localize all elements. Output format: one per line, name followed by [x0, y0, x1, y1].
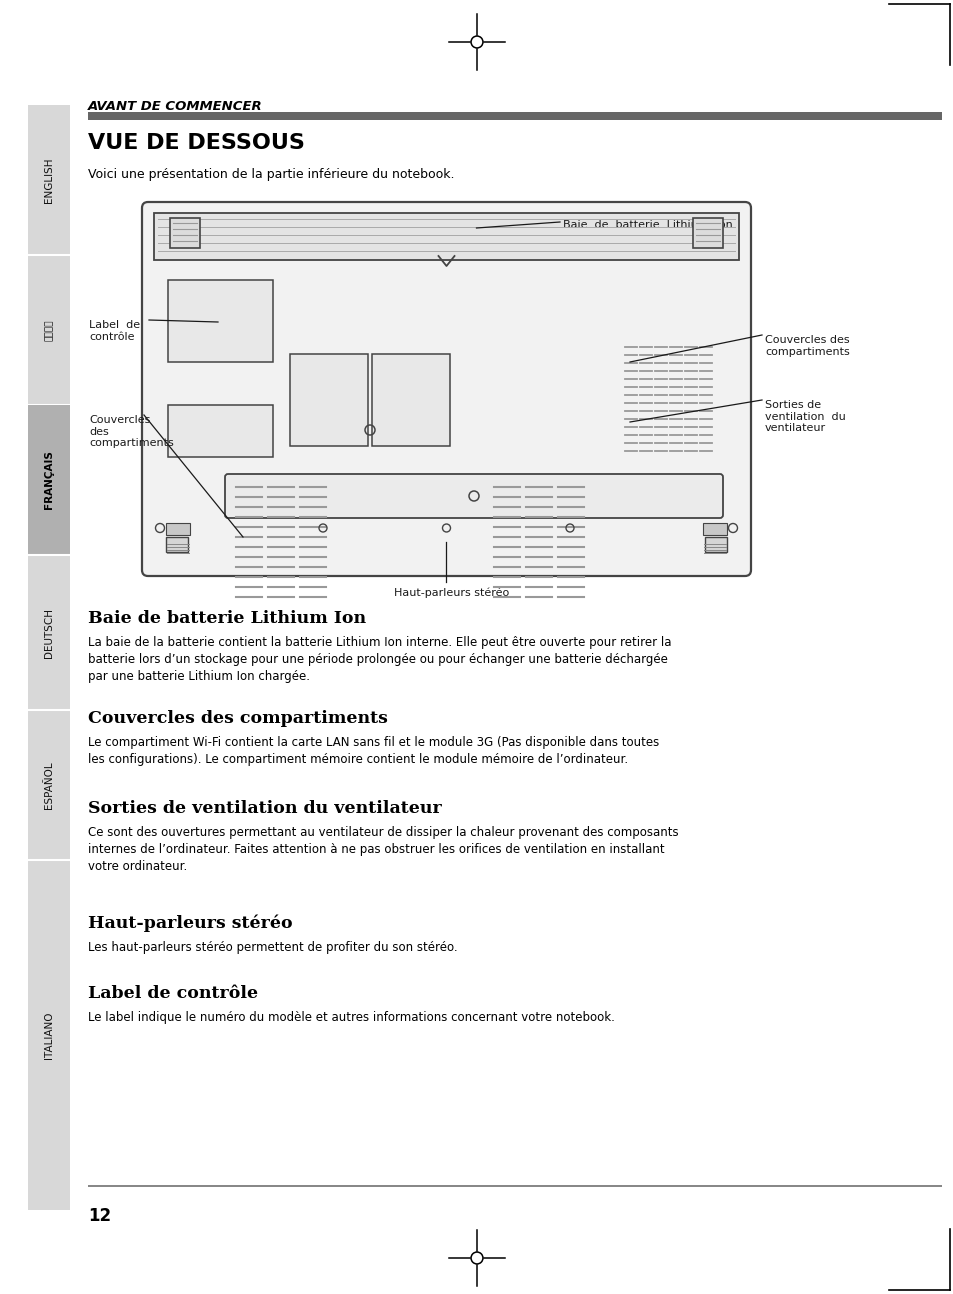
Text: AVANT DE COMMENCER: AVANT DE COMMENCER	[88, 100, 262, 113]
Text: Ce sont des ouvertures permettant au ventilateur de dissiper la chaleur provenan: Ce sont des ouvertures permettant au ven…	[88, 826, 678, 873]
Bar	[372, 355, 450, 446]
Text: Haut-parleurs stéréo: Haut-parleurs stéréo	[88, 915, 293, 933]
Bar	[166, 537, 188, 553]
Bar	[88, 1185, 941, 1187]
Bar	[290, 355, 368, 446]
Text: ENGLISH: ENGLISH	[44, 158, 54, 203]
Bar	[692, 217, 722, 248]
Bar	[153, 214, 739, 260]
Text: Label  de
contrôle: Label de contrôle	[89, 320, 140, 342]
Text: Couvercles des
compartiments: Couvercles des compartiments	[764, 335, 849, 357]
Text: La baie de la batterie contient la batterie Lithium Ion interne. Elle peut être : La baie de la batterie contient la batte…	[88, 635, 671, 683]
Bar	[28, 405, 70, 555]
Text: Label de contrôle: Label de contrôle	[88, 985, 258, 1002]
Text: 繁體中文: 繁體中文	[45, 320, 53, 340]
Text: Haut-parleurs stéréo: Haut-parleurs stéréo	[395, 587, 509, 599]
Bar	[168, 405, 273, 457]
Text: Le label indique le numéro du modèle et autres informations concernant votre not: Le label indique le numéro du modèle et …	[88, 1011, 615, 1024]
Text: 12: 12	[88, 1207, 111, 1225]
Text: ESPAÑOL: ESPAÑOL	[44, 761, 54, 809]
Bar	[168, 280, 273, 362]
Text: DEUTSCH: DEUTSCH	[44, 607, 54, 657]
Text: Couvercles
des
compartiments: Couvercles des compartiments	[89, 415, 173, 448]
Text: Couvercles des compartiments: Couvercles des compartiments	[88, 710, 388, 727]
FancyBboxPatch shape	[225, 474, 722, 518]
Bar	[28, 105, 70, 1210]
Text: Baie de batterie Lithium Ion: Baie de batterie Lithium Ion	[88, 609, 366, 628]
Text: Le compartiment Wi-Fi contient la carte LAN sans fil et le module 3G (Pas dispon: Le compartiment Wi-Fi contient la carte …	[88, 736, 659, 766]
Text: Sorties de ventilation du ventilateur: Sorties de ventilation du ventilateur	[88, 800, 441, 817]
Bar	[702, 523, 726, 534]
Bar	[704, 537, 726, 553]
FancyBboxPatch shape	[142, 202, 750, 576]
Bar	[88, 113, 941, 120]
Text: Les haut-parleurs stéréo permettent de profiter du son stéréo.: Les haut-parleurs stéréo permettent de p…	[88, 941, 457, 954]
Text: FRANÇAIS: FRANÇAIS	[44, 450, 54, 510]
Text: Baie  de  batterie  Lithium  Ion: Baie de batterie Lithium Ion	[562, 220, 732, 230]
Bar	[166, 523, 190, 534]
Bar	[170, 217, 200, 248]
Text: ITALIANO: ITALIANO	[44, 1011, 54, 1058]
Text: VUE DE DESSOUS: VUE DE DESSOUS	[88, 133, 305, 153]
Text: Sorties de
ventilation  du
ventilateur: Sorties de ventilation du ventilateur	[764, 400, 845, 433]
Text: Voici une présentation de la partie inférieure du notebook.: Voici une présentation de la partie infé…	[88, 168, 454, 181]
